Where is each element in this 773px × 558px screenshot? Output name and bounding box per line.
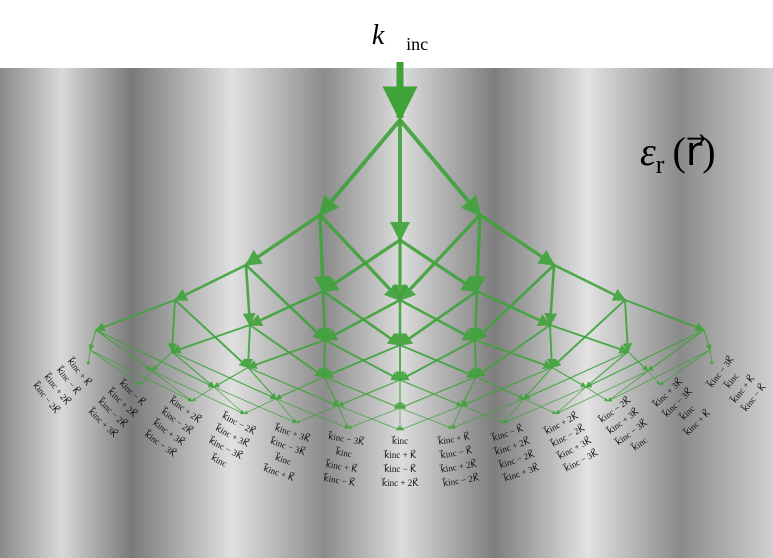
order-label: k⃗inc + 2K⃗ (380, 477, 419, 488)
scatter-arrow (324, 340, 325, 377)
order-label: k⃗inc − K⃗ (383, 463, 417, 474)
order-label: k⃗inc (390, 435, 408, 446)
permittivity-label: εr(r⃗) (640, 129, 716, 179)
scatter-arrow (475, 340, 476, 377)
order-label: k⃗inc + K⃗ (383, 449, 417, 460)
diagram: k⃗inc εr(r⃗) k⃗inc + K⃗ k⃗inc − K⃗ k⃗inc +… (0, 0, 773, 558)
incident-label: k⃗inc (372, 20, 428, 54)
